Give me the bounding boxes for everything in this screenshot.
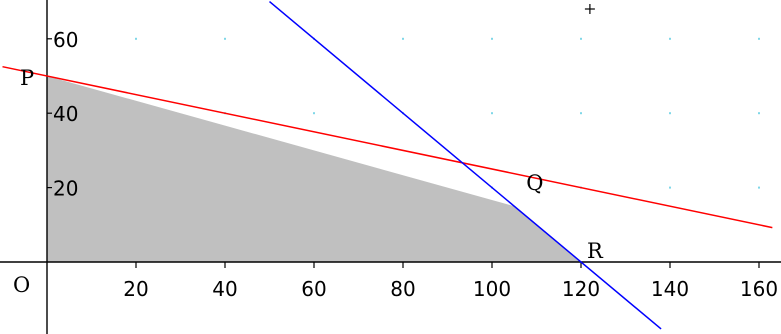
x-tick-label: 40 bbox=[212, 277, 237, 301]
point-label-r: R bbox=[587, 239, 604, 263]
y-tick-label: 20 bbox=[53, 177, 78, 201]
grid-dot bbox=[313, 112, 315, 115]
grid-dot bbox=[669, 37, 671, 40]
x-tick-label: 160 bbox=[740, 277, 778, 301]
point-label-p: P bbox=[20, 66, 34, 90]
origin-label: O bbox=[13, 273, 30, 297]
grid-dot bbox=[224, 37, 226, 40]
grid-dot bbox=[491, 112, 493, 115]
grid-dot bbox=[758, 112, 760, 115]
y-tick-label: 40 bbox=[53, 102, 78, 126]
grid-dot bbox=[491, 37, 493, 40]
labels: 20 40 60 80 100 120 140 160 20 40 60 O P Q R bbox=[13, 28, 778, 301]
red-constraint-line bbox=[2, 65, 773, 229]
y-tick-label: 60 bbox=[53, 28, 78, 52]
x-tick-label: 80 bbox=[390, 277, 415, 301]
x-tick-label: 60 bbox=[301, 277, 326, 301]
grid-dot bbox=[758, 37, 760, 40]
x-tick-label: 140 bbox=[651, 277, 689, 301]
feasible-region bbox=[47, 76, 581, 262]
constraint-lines bbox=[2, 1, 773, 330]
grid-dot bbox=[580, 37, 582, 40]
grid-dot bbox=[135, 37, 137, 40]
grid-dot bbox=[669, 112, 671, 115]
feasible-region-layer bbox=[47, 76, 581, 262]
x-tick-label: 20 bbox=[123, 277, 148, 301]
blue-constraint-line bbox=[269, 1, 662, 330]
x-tick-label: 100 bbox=[473, 277, 511, 301]
grid-dot bbox=[580, 112, 582, 115]
grid-dot bbox=[669, 186, 671, 189]
point-label-q: Q bbox=[526, 171, 543, 195]
grid-dot bbox=[758, 186, 760, 189]
grid-dot bbox=[402, 37, 404, 40]
x-tick-label: 120 bbox=[562, 277, 600, 301]
